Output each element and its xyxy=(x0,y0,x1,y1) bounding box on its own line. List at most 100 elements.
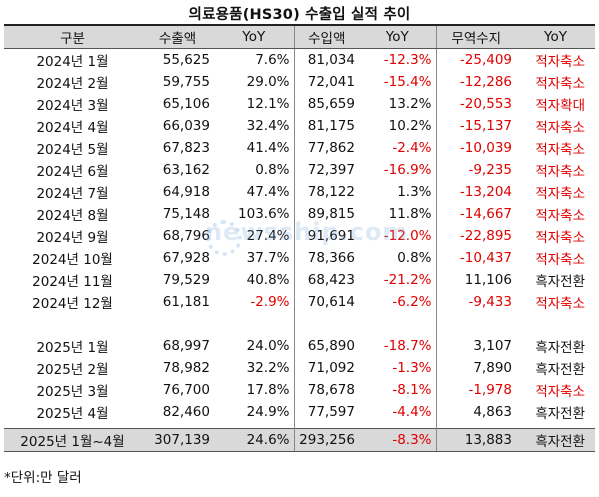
header-export-yoy: YoY xyxy=(214,24,294,49)
export-cell: 82,460 xyxy=(162,404,210,420)
export-yoy-cell: 24.6% xyxy=(214,428,294,452)
balance-cell: 11,106 xyxy=(435,269,516,291)
import-yoy-cell: -15.4% xyxy=(383,74,432,90)
import-yoy-cell: -4.4% xyxy=(392,404,432,420)
import-yoy-cell: 13.2% xyxy=(388,96,432,112)
export-cell: 67,928 xyxy=(162,250,210,266)
status-cell: 적자축소 xyxy=(535,252,585,268)
table-row: 2024년 9월 68,796 27.4% 91,691 -12.0% -22,895 적자… xyxy=(4,225,595,247)
balance-cell: -10,039 xyxy=(435,137,516,159)
total-row: 2025년 1월~4월 307,139 24.6% 293,256 -8.3% 13,88… xyxy=(4,428,595,452)
status-cell: 적자확대 xyxy=(535,98,585,114)
export-yoy-cell: 17.8% xyxy=(246,382,290,398)
period-cell: 2025년 3월 xyxy=(36,384,109,400)
table-row: 2024년 12월 61,181 -2.9% 70,614 -6.2% -9,433 적자축… xyxy=(4,291,595,313)
import-cell: 81,175 xyxy=(293,115,359,137)
import-yoy-cell: -1.3% xyxy=(392,360,432,376)
import-yoy-cell: 10.2% xyxy=(388,118,432,134)
balance-cell: -12,286 xyxy=(435,71,516,93)
import-cell: 78,366 xyxy=(293,247,359,269)
import-yoy-cell: -2.4% xyxy=(392,140,432,156)
import-cell: 85,659 xyxy=(293,93,359,115)
import-cell: 91,691 xyxy=(293,225,359,247)
import-cell: 65,890 xyxy=(293,335,359,357)
balance-cell: -25,409 xyxy=(435,48,516,71)
status-cell: 적자축소 xyxy=(535,120,585,136)
export-yoy-cell: 24.9% xyxy=(246,404,290,420)
export-yoy-cell: 41.4% xyxy=(246,140,290,156)
export-yoy-cell: 37.7% xyxy=(246,250,290,266)
table-row: 2024년 1월 55,625 7.6% 81,034 -12.3% -25,409 적자축… xyxy=(4,48,595,71)
header-row: 구분 수출액 YoY 수입액 YoY 무역수지 YoY xyxy=(4,24,595,49)
balance-cell: 4,863 xyxy=(435,401,516,423)
period-cell: 2024년 5월 xyxy=(36,142,109,158)
balance-cell: -20,553 xyxy=(435,93,516,115)
period-cell: 2025년 1월~4월 xyxy=(4,428,141,452)
import-yoy-cell: -8.1% xyxy=(392,382,432,398)
import-cell: 77,597 xyxy=(293,401,359,423)
export-cell: 61,181 xyxy=(162,294,210,310)
import-cell: 71,092 xyxy=(293,357,359,379)
import-yoy-cell: -16.9% xyxy=(383,162,432,178)
period-cell: 2024년 6월 xyxy=(36,164,109,180)
balance-cell: -14,667 xyxy=(435,203,516,225)
import-cell: 78,122 xyxy=(293,181,359,203)
import-cell: 293,256 xyxy=(293,428,359,452)
header-balance: 무역수지 xyxy=(435,24,516,49)
status-cell: 적자축소 xyxy=(535,296,585,312)
table-row: 2024년 11월 79,529 40.8% 68,423 -21.2% 11,106 흑자… xyxy=(4,269,595,291)
table-row: 2024년 2월 59,755 29.0% 72,041 -15.4% -12,286 적자… xyxy=(4,71,595,93)
table-row: 2024년 3월 65,106 12.1% 85,659 13.2% -20,553 적자확… xyxy=(4,93,595,115)
table-row: 2025년 3월 76,700 17.8% 78,678 -8.1% -1,978 적자축소 xyxy=(4,379,595,401)
header-import: 수입액 xyxy=(293,24,359,49)
import-cell: 77,862 xyxy=(293,137,359,159)
spacer-row xyxy=(4,313,595,335)
balance-cell: -9,433 xyxy=(435,291,516,313)
status-cell: 흑자전환 xyxy=(535,340,585,356)
export-yoy-cell: 27.4% xyxy=(246,228,290,244)
balance-cell: -1,978 xyxy=(435,379,516,401)
balance-cell: -9,235 xyxy=(435,159,516,181)
status-cell: 흑자전환 xyxy=(516,428,595,452)
import-yoy-cell: 0.8% xyxy=(397,250,432,266)
balance-cell: -10,437 xyxy=(435,247,516,269)
export-yoy-cell: 0.8% xyxy=(255,162,290,178)
period-cell: 2024년 1월 xyxy=(36,54,109,70)
balance-cell: -13,204 xyxy=(435,181,516,203)
status-cell: 흑자전환 xyxy=(535,406,585,422)
status-cell: 적자축소 xyxy=(535,54,585,70)
period-cell: 2024년 4월 xyxy=(36,120,109,136)
period-cell: 2025년 1월 xyxy=(36,340,109,356)
export-cell: 64,918 xyxy=(162,184,210,200)
balance-cell: 7,890 xyxy=(435,357,516,379)
import-cell: 70,614 xyxy=(293,291,359,313)
table-title: 의료용품(HS30) 수출입 실적 추이 xyxy=(188,7,411,23)
import-yoy-cell: -8.3% xyxy=(359,428,436,452)
import-yoy-cell: -21.2% xyxy=(383,272,432,288)
export-cell: 66,039 xyxy=(162,118,210,134)
status-cell: 적자축소 xyxy=(535,186,585,202)
unit-footnote: *단위:만 달러 xyxy=(4,470,82,486)
import-cell: 89,815 xyxy=(293,203,359,225)
trade-table: 구분 수출액 YoY 수입액 YoY 무역수지 YoY 2024년 1월 55,6… xyxy=(4,24,595,452)
status-cell: 적자축소 xyxy=(535,76,585,92)
table-row: 2024년 4월 66,039 32.4% 81,175 10.2% -15,137 적자축… xyxy=(4,115,595,137)
export-cell: 59,755 xyxy=(162,74,210,90)
import-yoy-cell: 1.3% xyxy=(397,184,432,200)
period-cell: 2024년 7월 xyxy=(36,186,109,202)
period-cell: 2025년 4월 xyxy=(36,406,109,422)
balance-cell: -15,137 xyxy=(435,115,516,137)
status-cell: 적자축소 xyxy=(535,384,585,400)
status-cell: 흑자전환 xyxy=(535,362,585,378)
table-row: 2025년 2월 78,982 32.2% 71,092 -1.3% 7,890 흑자전환 xyxy=(4,357,595,379)
export-yoy-cell: 32.4% xyxy=(246,118,290,134)
table-row: 2024년 7월 64,918 47.4% 78,122 1.3% -13,204 적자축소 xyxy=(4,181,595,203)
balance-cell: -22,895 xyxy=(435,225,516,247)
import-yoy-cell: 11.8% xyxy=(388,206,432,222)
header-import-yoy: YoY xyxy=(359,24,436,49)
import-cell: 72,041 xyxy=(293,71,359,93)
export-cell: 55,625 xyxy=(162,52,210,68)
export-cell: 63,162 xyxy=(162,162,210,178)
import-yoy-cell: -18.7% xyxy=(383,338,432,354)
export-cell: 78,982 xyxy=(162,360,210,376)
